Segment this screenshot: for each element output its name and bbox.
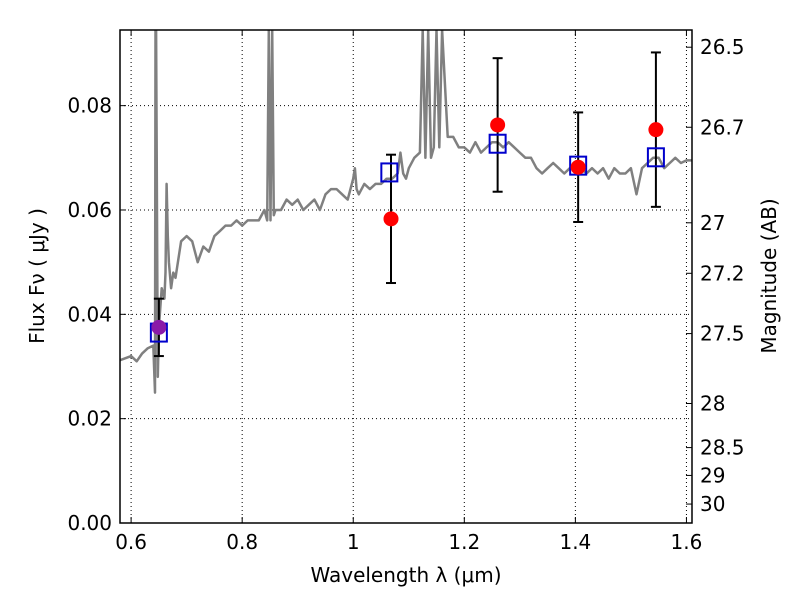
y-tick-label: 0.08 <box>67 94 112 118</box>
right-tick-label: 27.5 <box>700 322 745 346</box>
y-axis-ticks: 0.00 0.02 0.04 0.06 0.08 <box>67 94 126 535</box>
right-tick-label: 27.2 <box>700 261 745 285</box>
right-tick-label: 26.5 <box>700 35 745 59</box>
right-tick-label: 27 <box>700 211 725 235</box>
grid-lines <box>120 30 692 523</box>
observed-flux-marker <box>648 122 664 138</box>
observed-flux-marker <box>151 319 167 335</box>
x-axis-ticks: 0.6 0.8 1 1.2 1.4 1.6 <box>115 30 702 554</box>
plot-frame <box>119 29 693 524</box>
x-tick-label: 1.2 <box>448 530 480 554</box>
y-tick-label: 0.04 <box>67 302 112 326</box>
x-tick-label: 1.4 <box>559 530 591 554</box>
right-tick-label: 29 <box>700 463 725 487</box>
plot-area <box>120 30 692 394</box>
y-tick-label: 0.02 <box>67 407 112 431</box>
y-tick-label: 0.00 <box>67 511 112 535</box>
y-tick-label: 0.06 <box>67 198 112 222</box>
observed-flux-marker <box>570 159 586 175</box>
x-axis-label: Wavelength λ (μm) <box>310 563 501 587</box>
synthetic-flux-marker <box>646 147 665 168</box>
x-tick-label: 1 <box>347 530 360 554</box>
right-tick-label: 30 <box>700 492 725 516</box>
right-tick-label: 26.7 <box>700 115 745 139</box>
right-axis-label: Magnitude (AB) <box>757 198 781 353</box>
observed-flux-marker <box>383 211 399 227</box>
x-tick-label: 0.8 <box>226 530 258 554</box>
synthetic-flux-marker <box>488 133 507 154</box>
x-tick-label: 1.6 <box>671 530 703 554</box>
right-tick-label: 28 <box>700 391 725 415</box>
model-spectrum-line <box>120 30 692 394</box>
observed-flux-marker <box>490 117 506 133</box>
right-tick-label: 28.5 <box>700 436 745 460</box>
synthetic-flux-marker <box>380 162 399 183</box>
y-axis-label: Flux Fν ( μJy ) <box>25 208 49 344</box>
x-tick-label: 0.6 <box>115 530 147 554</box>
right-axis-ticks: 26.5 26.7 27 27.2 27.5 28 28.5 29 30 <box>686 35 745 516</box>
